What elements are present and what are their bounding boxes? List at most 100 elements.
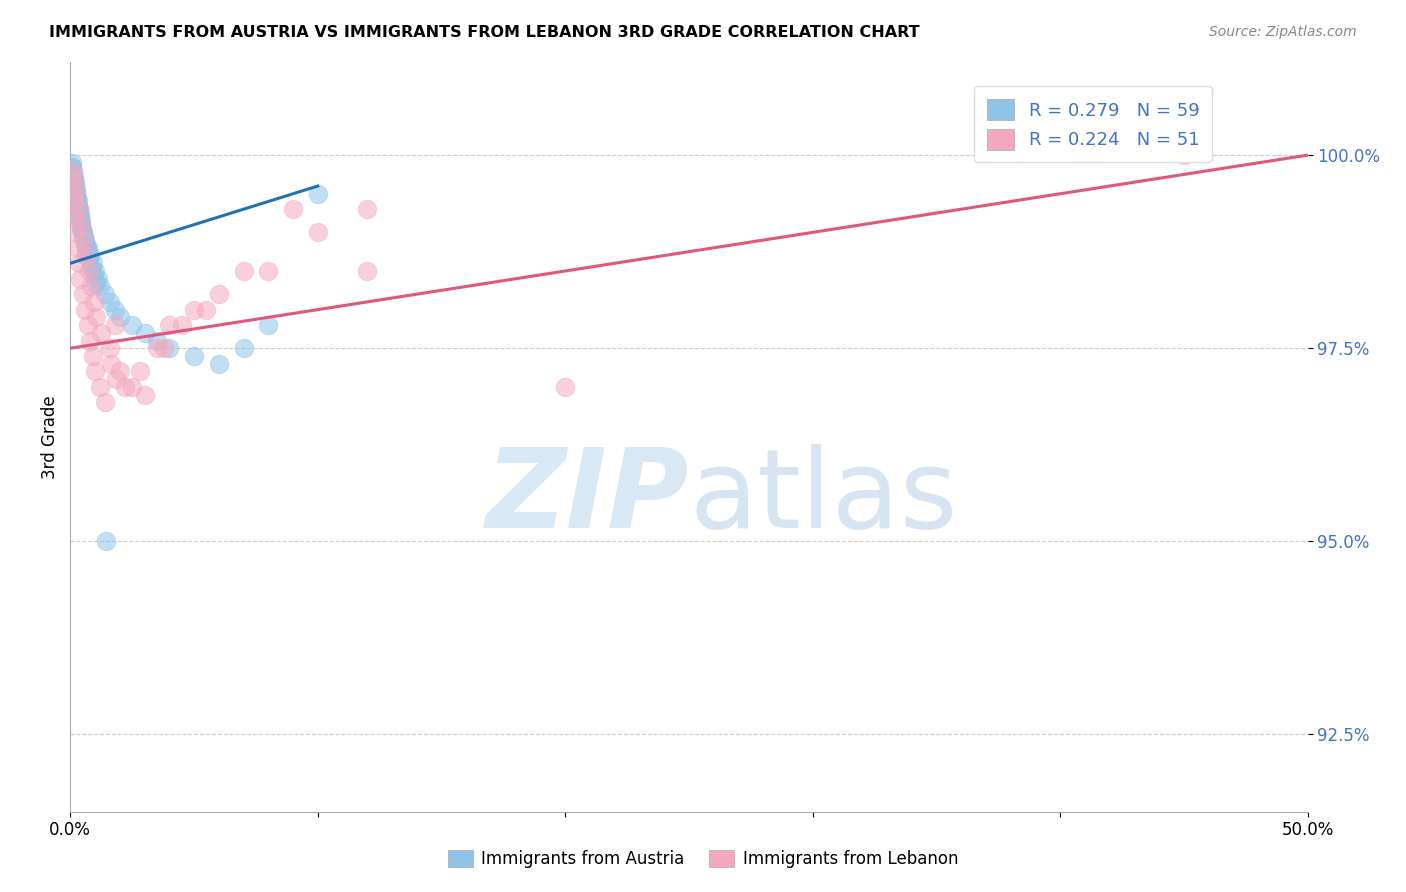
- Point: [1173, 148, 1195, 162]
- Point: [77, 252, 100, 267]
- Point: [86, 271, 108, 285]
- Point: [146, 341, 169, 355]
- Point: [69, 214, 91, 228]
- Point: [98, 294, 121, 309]
- Point: [208, 357, 231, 371]
- Point: [77, 264, 100, 278]
- Point: [75, 233, 97, 247]
- Point: [104, 302, 127, 317]
- Point: [84, 364, 107, 378]
- Point: [84, 276, 107, 290]
- Point: [114, 380, 136, 394]
- Point: [89, 279, 111, 293]
- Y-axis label: 3rd Grade: 3rd Grade: [41, 395, 59, 479]
- Text: Source: ZipAtlas.com: Source: ZipAtlas.com: [1209, 25, 1357, 39]
- Point: [69, 214, 91, 228]
- Point: [98, 341, 121, 355]
- Point: [121, 380, 143, 394]
- Point: [90, 326, 112, 340]
- Point: [70, 218, 93, 232]
- Point: [128, 364, 150, 378]
- Point: [72, 226, 94, 240]
- Point: [65, 183, 87, 197]
- Point: [105, 372, 128, 386]
- Point: [73, 229, 96, 244]
- Point: [65, 191, 87, 205]
- Point: [183, 302, 205, 317]
- Text: atlas: atlas: [689, 443, 957, 550]
- Point: [60, 163, 83, 178]
- Point: [73, 237, 96, 252]
- Point: [356, 264, 378, 278]
- Point: [307, 226, 329, 240]
- Point: [70, 218, 93, 232]
- Point: [79, 248, 101, 262]
- Point: [66, 241, 89, 255]
- Point: [65, 186, 87, 201]
- Point: [63, 194, 86, 209]
- Point: [82, 256, 104, 270]
- Point: [183, 349, 205, 363]
- Point: [63, 175, 86, 189]
- Point: [63, 171, 86, 186]
- Point: [62, 175, 84, 189]
- Point: [232, 264, 254, 278]
- Point: [60, 156, 83, 170]
- Point: [134, 387, 156, 401]
- Point: [307, 186, 329, 201]
- Point: [65, 179, 87, 194]
- Point: [121, 318, 143, 332]
- Point: [63, 183, 86, 197]
- Point: [62, 179, 84, 194]
- Point: [75, 244, 97, 259]
- Point: [72, 229, 94, 244]
- Point: [157, 318, 180, 332]
- Point: [62, 168, 84, 182]
- Point: [69, 206, 91, 220]
- Point: [554, 380, 576, 394]
- Point: [60, 168, 83, 182]
- Point: [76, 241, 98, 255]
- Point: [100, 357, 122, 371]
- Point: [75, 248, 97, 262]
- Point: [94, 287, 117, 301]
- Point: [69, 271, 91, 285]
- Point: [80, 260, 103, 274]
- Point: [72, 287, 94, 301]
- Point: [80, 279, 103, 293]
- Point: [108, 364, 131, 378]
- Point: [75, 237, 97, 252]
- Point: [69, 210, 91, 224]
- Point: [77, 244, 100, 259]
- Point: [232, 341, 254, 355]
- Point: [60, 160, 83, 174]
- Point: [83, 268, 105, 282]
- Point: [66, 191, 89, 205]
- Point: [157, 341, 180, 355]
- Point: [146, 334, 169, 348]
- Point: [65, 210, 87, 224]
- Point: [170, 318, 193, 332]
- Point: [62, 163, 84, 178]
- Point: [66, 194, 89, 209]
- Point: [67, 198, 90, 212]
- Point: [67, 202, 90, 217]
- Text: ZIP: ZIP: [485, 443, 689, 550]
- Point: [65, 186, 87, 201]
- Point: [66, 198, 89, 212]
- Point: [96, 534, 118, 549]
- Point: [104, 318, 127, 332]
- Point: [75, 302, 97, 317]
- Point: [257, 318, 280, 332]
- Point: [356, 202, 378, 217]
- Point: [67, 256, 90, 270]
- Point: [208, 287, 231, 301]
- Point: [108, 310, 131, 325]
- Point: [82, 349, 104, 363]
- Point: [79, 334, 101, 348]
- Legend: Immigrants from Austria, Immigrants from Lebanon: Immigrants from Austria, Immigrants from…: [441, 843, 965, 875]
- Point: [257, 264, 280, 278]
- Point: [84, 310, 107, 325]
- Point: [94, 395, 117, 409]
- Point: [73, 233, 96, 247]
